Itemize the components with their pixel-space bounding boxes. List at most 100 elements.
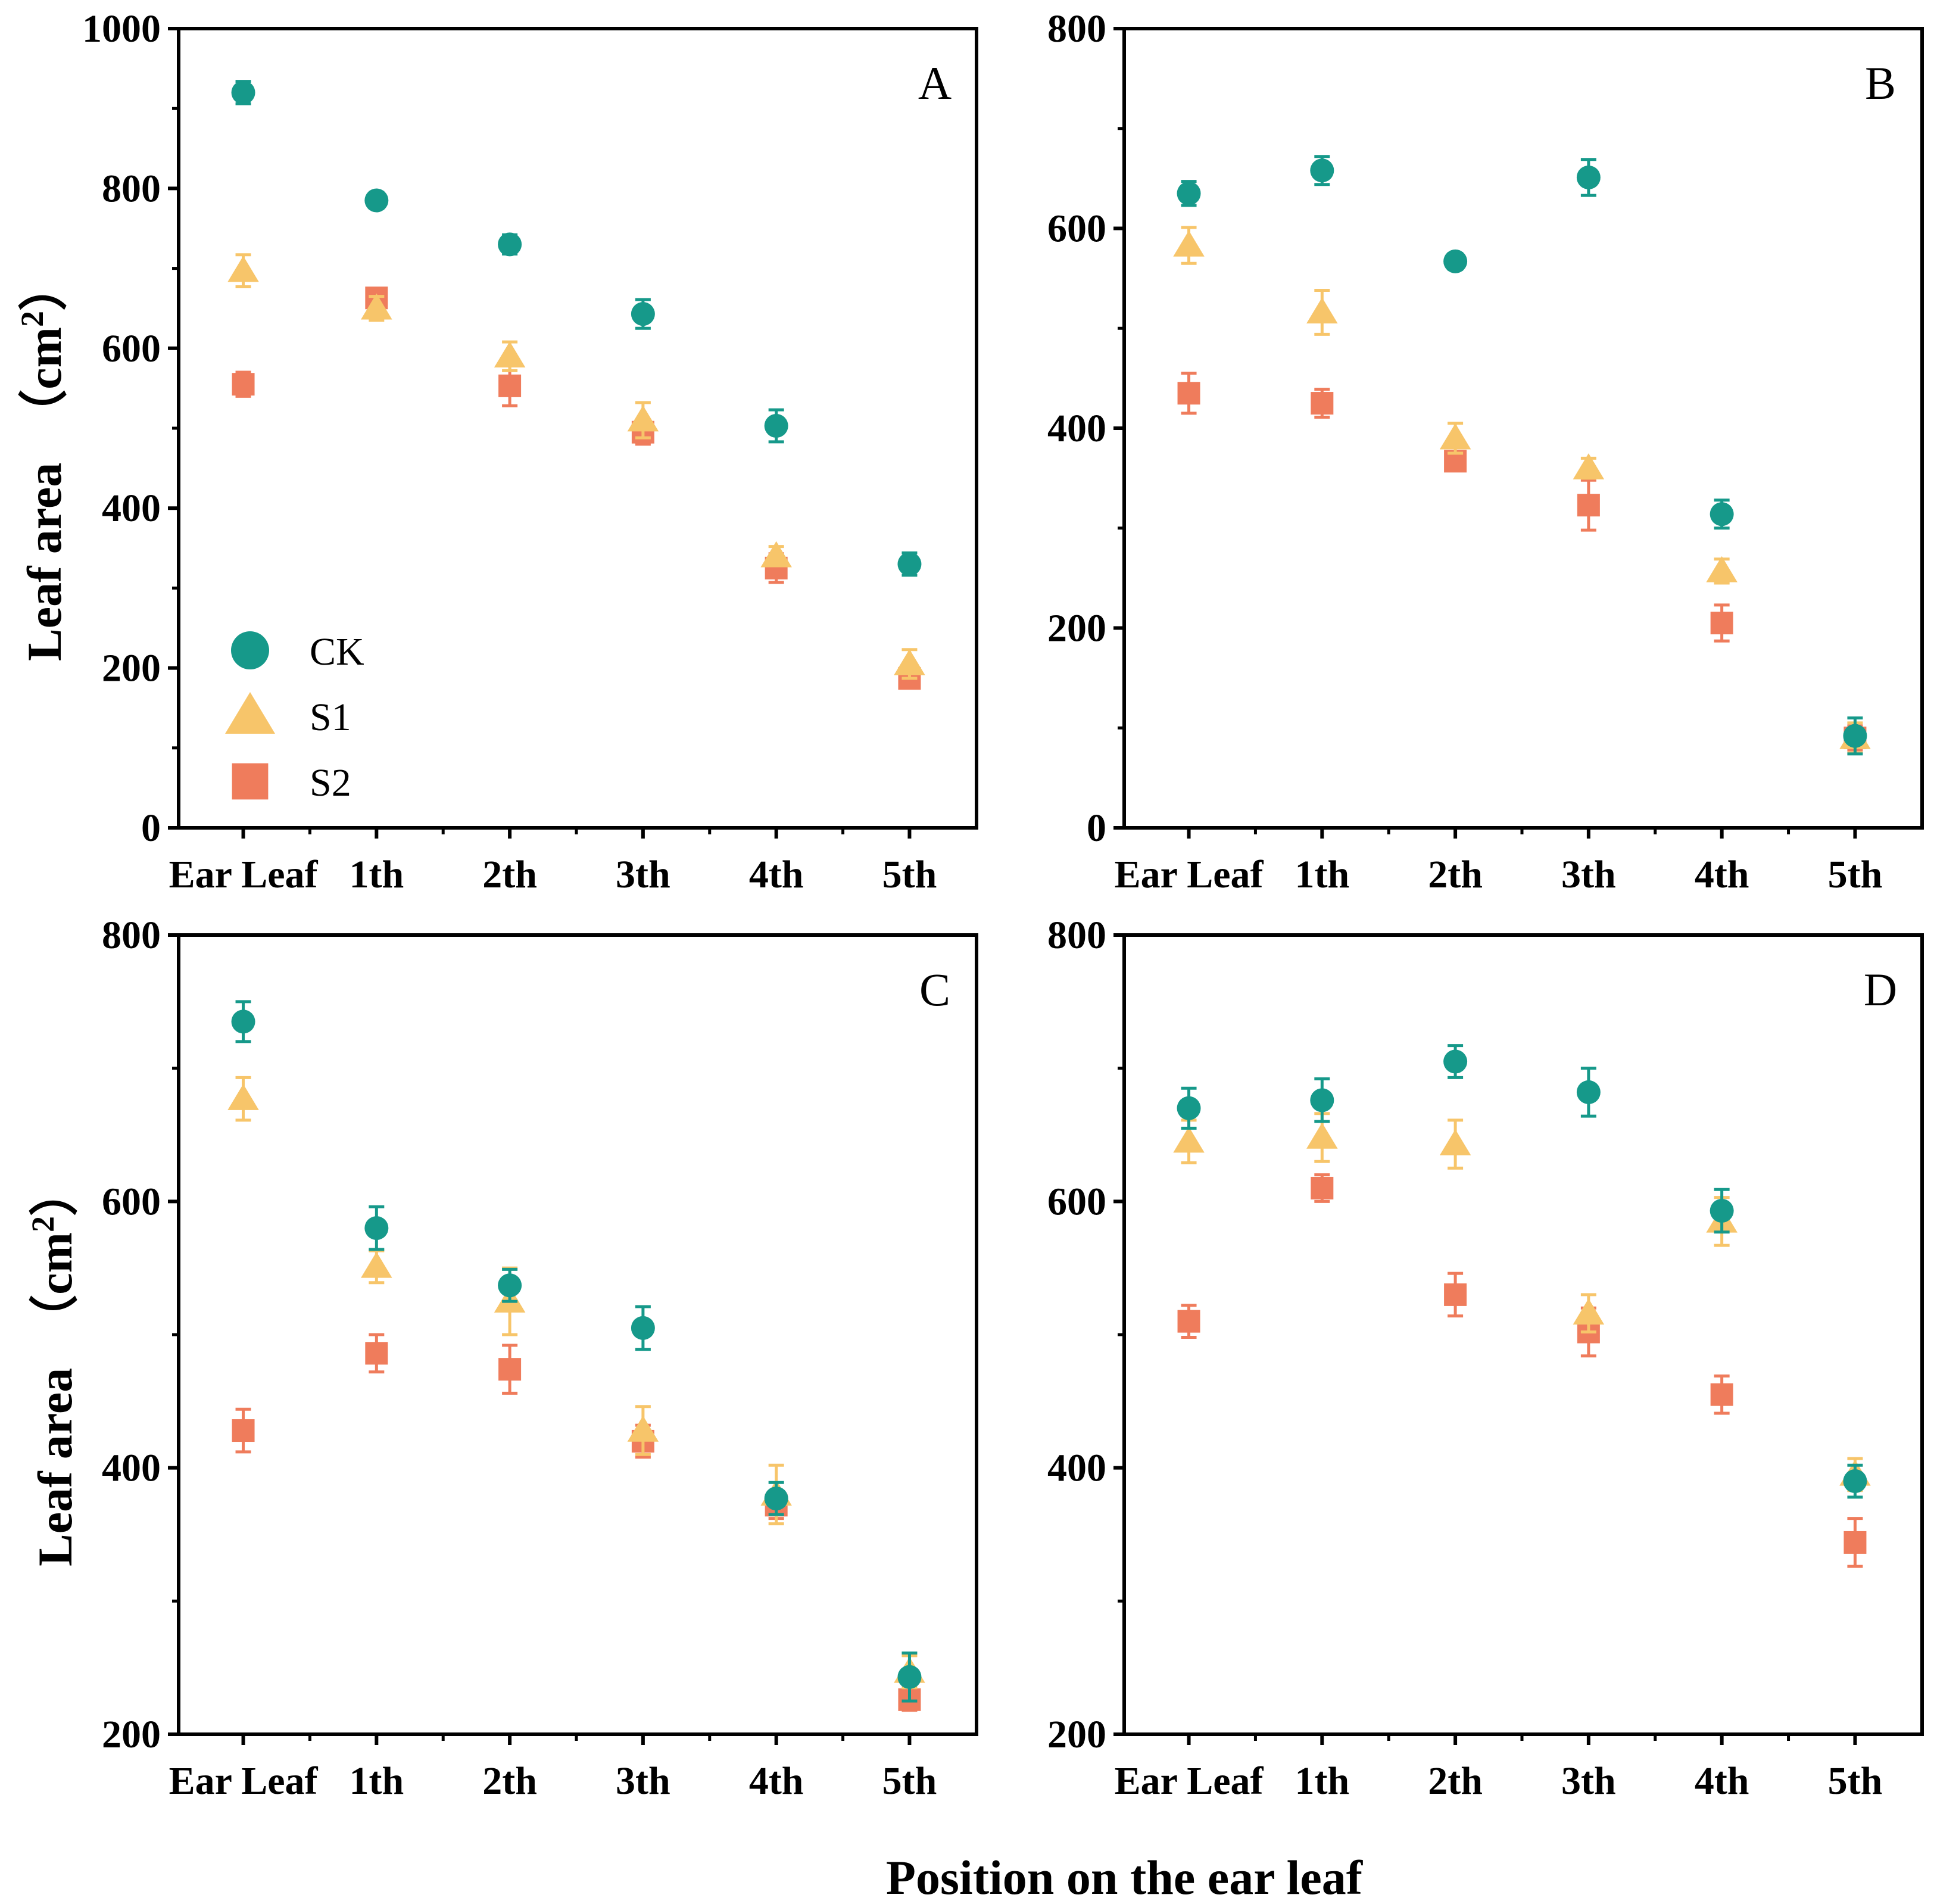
y-tick-label: 400 [102, 1447, 161, 1490]
y-axis-title-bottom: Leaf area （cm2） [25, 1167, 82, 1566]
x-tick-label: 1th [349, 1759, 404, 1803]
data-point [1573, 453, 1605, 479]
x-tick-label: 2th [482, 853, 537, 896]
data-point [627, 405, 659, 432]
data-point [1310, 1088, 1334, 1113]
x-tick-label: 5th [1828, 853, 1883, 896]
data-point [1443, 1049, 1468, 1074]
y-tick-label: 800 [102, 914, 161, 957]
data-point [1576, 1080, 1601, 1104]
y-tick-label: 200 [1047, 1713, 1106, 1756]
data-point [1443, 249, 1468, 273]
data-point [760, 541, 792, 568]
panel-b: 0 200 400 600 800 Ear Leaf 1th 2th 3th 4th 5th B [1047, 7, 1924, 896]
data-point [897, 1665, 922, 1689]
panel-letter: C [919, 964, 950, 1015]
data-point [232, 1419, 255, 1442]
data-point [1706, 556, 1738, 582]
panels: 0 200 400 600 800 1000 Ear Leaf 1th 2th 3th 4th 5th… [82, 7, 1924, 1803]
data-point [498, 1358, 522, 1381]
legend-marker [232, 763, 269, 800]
x-tick-label: 3th [616, 853, 670, 896]
y-axis-title-close: ） [17, 262, 71, 311]
x-tick-label: 4th [1695, 1759, 1749, 1803]
legend-marker [225, 692, 275, 734]
y-axis-title-sup: 2 [25, 1216, 61, 1232]
data-point [365, 1342, 388, 1365]
data-point [631, 302, 655, 326]
y-tick-label: 0 [1087, 806, 1106, 850]
y-axis-title-text: Leaf area （cm [17, 327, 71, 661]
y-tick-label: 0 [141, 806, 161, 850]
legend-label: S2 [310, 761, 351, 805]
data-point [1173, 1126, 1205, 1153]
data-point [227, 255, 259, 282]
data-point [361, 1251, 392, 1278]
data-point [1843, 1531, 1867, 1554]
x-tick-label: 5th [1828, 1759, 1883, 1803]
data-point [627, 1416, 659, 1442]
series-ck [1177, 1044, 1867, 1499]
x-tick-label: 5th [882, 1759, 937, 1803]
legend-marker [231, 631, 269, 669]
data-point [894, 649, 925, 675]
data-point [1577, 494, 1600, 517]
x-axis-title: Position on the ear leaf [886, 1850, 1364, 1904]
data-point [1306, 297, 1338, 324]
data-point [1173, 230, 1205, 257]
data-point [1710, 1383, 1733, 1406]
x-tick-label: 3th [1561, 853, 1616, 896]
data-point [764, 413, 788, 438]
y-tick-label: 200 [102, 647, 161, 690]
data-point [498, 1273, 522, 1298]
data-point [1573, 1298, 1605, 1325]
data-point [494, 341, 526, 367]
legend-label: CK [310, 630, 364, 674]
series-ck [231, 80, 922, 577]
data-point [232, 373, 255, 396]
x-tick-label: Ear Leaf [1115, 1759, 1264, 1803]
x-tick-label: 4th [1695, 853, 1749, 896]
series-s1 [227, 253, 925, 680]
data-point [1306, 1122, 1338, 1149]
data-point [1710, 502, 1734, 526]
y-tick-label: 600 [1047, 207, 1106, 251]
y-tick-label: 800 [1047, 7, 1106, 51]
data-point [1439, 423, 1471, 450]
panel-letter: D [1864, 964, 1897, 1015]
data-point [897, 552, 922, 577]
data-point [1177, 1310, 1200, 1333]
x-tick-label: Ear Leaf [1115, 853, 1264, 896]
data-point [364, 1216, 389, 1241]
panel-a: 0 200 400 600 800 1000 Ear Leaf 1th 2th 3th 4th 5th… [82, 7, 978, 896]
series-ck [231, 1000, 922, 1703]
data-point [1576, 165, 1601, 189]
series-ck [1177, 155, 1867, 756]
data-point [631, 1316, 655, 1340]
data-point [1177, 181, 1201, 205]
y-tick-label: 600 [1047, 1180, 1106, 1223]
data-point [364, 188, 389, 213]
y-tick-label: 800 [102, 167, 161, 210]
data-point [1177, 382, 1200, 405]
y-tick-label: 400 [1047, 1447, 1106, 1490]
legend: CK S1 S2 [225, 630, 364, 805]
y-tick-label: 600 [102, 327, 161, 370]
x-tick-label: 5th [882, 853, 937, 896]
y-tick-label: 400 [1047, 407, 1106, 450]
data-point [498, 232, 522, 257]
x-tick-label: Ear Leaf [169, 1759, 319, 1803]
y-axis-title-close: ） [28, 1167, 82, 1216]
x-tick-label: Ear Leaf [169, 853, 319, 896]
y-tick-label: 200 [102, 1713, 161, 1756]
x-tick-label: 1th [349, 853, 404, 896]
data-point [498, 374, 522, 397]
x-tick-label: 1th [1294, 853, 1349, 896]
data-point [1177, 1096, 1201, 1120]
data-point [1311, 392, 1334, 415]
data-point [361, 293, 392, 320]
x-tick-label: 2th [1428, 853, 1483, 896]
panel-letter: B [1865, 57, 1896, 109]
y-axis-title-text: Leaf area （cm [28, 1232, 82, 1566]
